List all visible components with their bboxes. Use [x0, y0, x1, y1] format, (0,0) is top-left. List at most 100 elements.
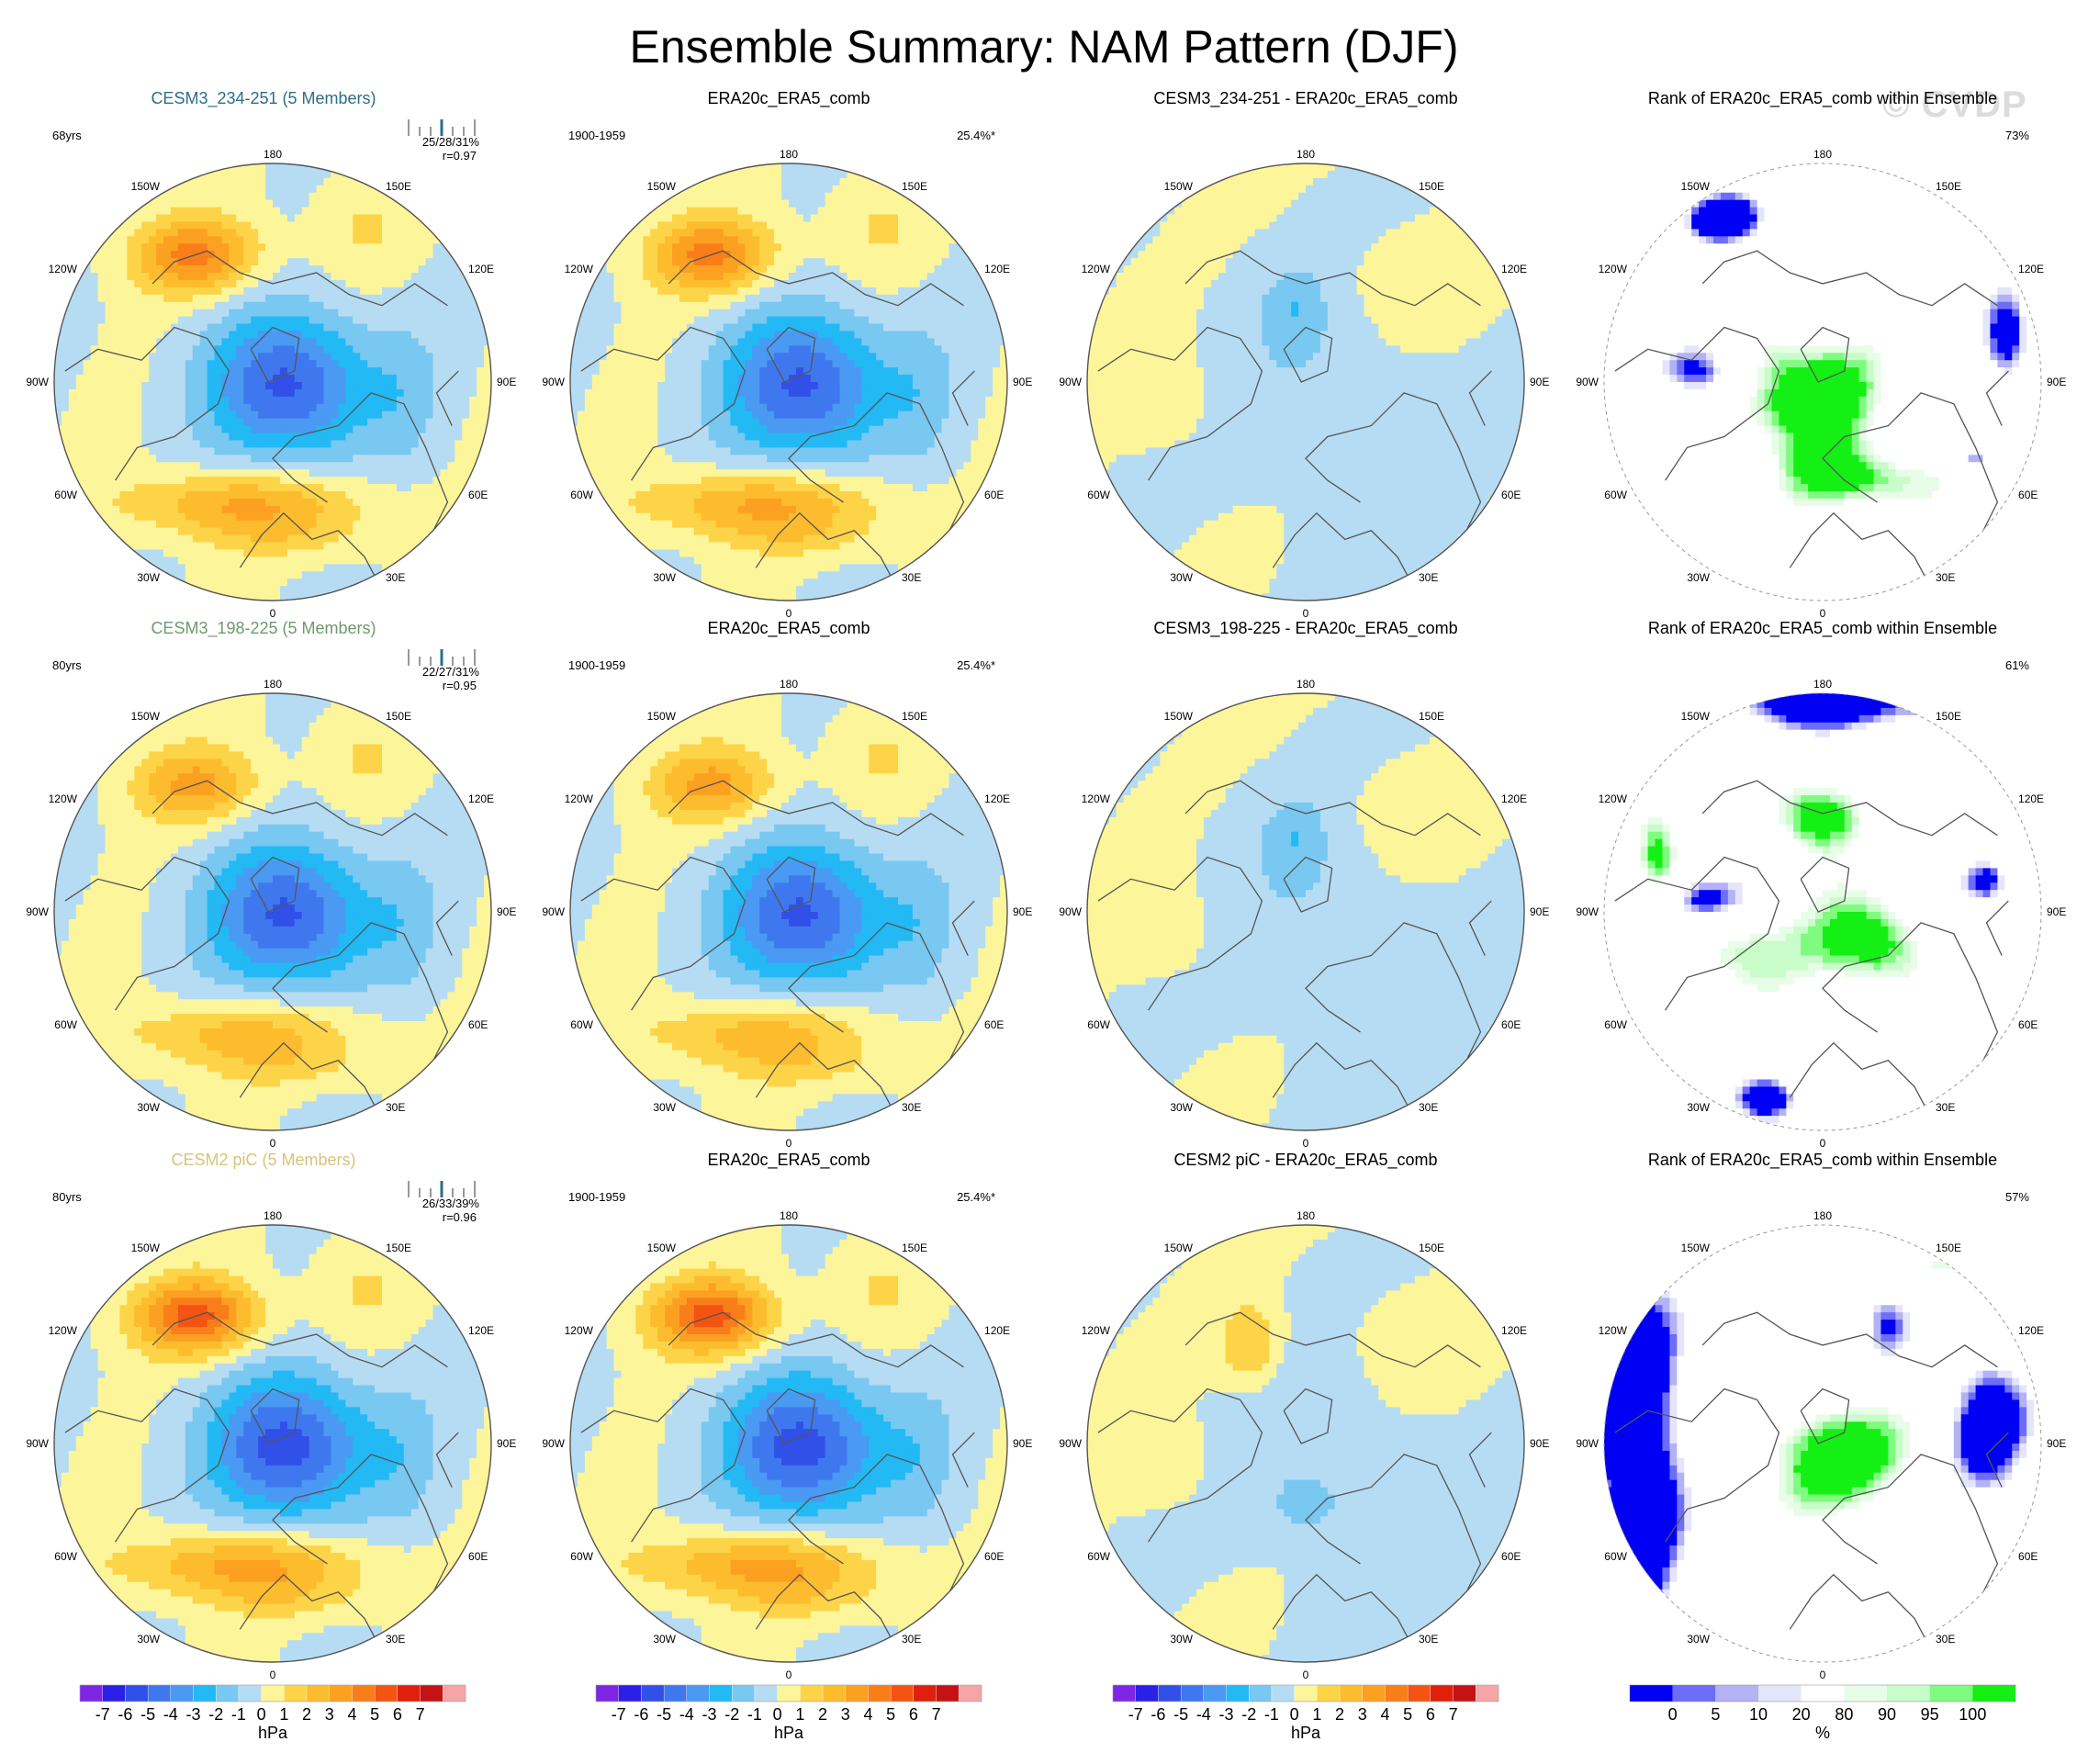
rank-map: 180 0 90W 90E 150W 150E 120W 120E 60W 60E 30W 30E Ra… — [1576, 619, 2066, 1150]
difference-map: 180 0 90W 90E 150W 150E 120W 120E 60W 60E 30W 30E CE… — [1059, 1151, 1549, 1681]
field-cells — [570, 1225, 1007, 1662]
colorbar-swatch — [868, 1684, 892, 1702]
colorbar-swatch — [1362, 1684, 1386, 1702]
map-border — [53, 163, 492, 601]
colorbar-swatch — [709, 1684, 733, 1702]
pct-variance: 25/28/31% — [422, 135, 480, 149]
observed-pattern-map: 180 0 90W 90E 150W 150E 120W 120E 60W 60E 30W 30E ER… — [542, 89, 1032, 620]
colorbar-swatch — [913, 1684, 937, 1702]
lon-label-90w: 90W — [1059, 905, 1082, 918]
colorbar-swatch — [125, 1684, 149, 1702]
colorbar-tick-label: -4 — [163, 1705, 178, 1724]
lon-label-120w: 120W — [1082, 263, 1111, 275]
lon-label-30e: 30E — [1419, 1633, 1438, 1646]
colorbar-swatch — [1339, 1684, 1363, 1702]
field-cells — [1087, 163, 1524, 601]
colorbar-swatch — [1430, 1684, 1454, 1702]
lon-label-120e: 120E — [1501, 263, 1527, 275]
lon-label-30e: 30E — [1936, 1101, 1955, 1114]
lon-label-90w: 90W — [1576, 905, 1599, 918]
lon-label-120e: 120E — [2018, 792, 2044, 805]
colorbar-swatch — [79, 1684, 103, 1702]
map-border — [569, 1224, 1008, 1663]
field-cells — [1604, 163, 2041, 601]
colorbar-swatch — [102, 1684, 126, 1702]
coastline — [1097, 780, 1492, 1120]
lon-label-90w: 90W — [542, 376, 565, 388]
colorbar-swatch — [1929, 1685, 1973, 1702]
lon-label-30e: 30E — [1936, 1633, 1955, 1646]
colorbar-swatch — [352, 1684, 376, 1702]
lon-label-120w: 120W — [1082, 792, 1111, 805]
lon-label-150e: 150E — [1419, 180, 1444, 193]
lon-label-120w: 120W — [565, 263, 594, 275]
colorbar-tick-label: 0 — [773, 1705, 782, 1724]
lon-label-60w: 60W — [570, 1018, 593, 1031]
obs-pct-variance: 25.4%* — [957, 129, 995, 142]
lon-label-180: 180 — [780, 678, 798, 691]
lon-label-30e: 30E — [1419, 571, 1438, 584]
obs-title: ERA20c_ERA5_comb — [707, 89, 870, 108]
lon-label-90e: 90E — [2047, 376, 2066, 388]
lon-label-30w: 30W — [653, 1633, 676, 1646]
colorbar-swatch — [397, 1684, 421, 1702]
lon-label-150w: 150W — [1164, 1242, 1194, 1254]
lon-label-150e: 150E — [902, 180, 927, 193]
colorbar-tick-label: 7 — [416, 1705, 425, 1724]
rank-area-pct: 73% — [2005, 129, 2029, 142]
colorbar-tick-label: -6 — [1151, 1705, 1165, 1724]
lon-label-60w: 60W — [570, 489, 593, 501]
colorbar-tick-label: 0 — [1668, 1705, 1678, 1724]
colorbar-swatch — [936, 1684, 960, 1702]
colorbar-swatch — [216, 1684, 240, 1702]
lon-label-120w: 120W — [1082, 1324, 1111, 1337]
map-border — [53, 1224, 492, 1663]
colorbar-swatch — [1801, 1685, 1845, 1702]
lon-label-90w: 90W — [1059, 376, 1082, 388]
lon-label-120e: 120E — [1501, 1324, 1527, 1337]
lon-label-60w: 60W — [1604, 1550, 1627, 1563]
colorbar-tick-label: -5 — [657, 1705, 671, 1724]
lon-label-180: 180 — [264, 148, 282, 161]
lon-label-30e: 30E — [902, 1101, 921, 1114]
map-border — [53, 692, 492, 1131]
map-border — [1603, 1224, 2042, 1663]
colorbar-swatch — [891, 1684, 915, 1702]
colorbar-tick-label: 6 — [909, 1705, 918, 1724]
lon-label-120e: 120E — [1501, 792, 1527, 805]
lon-label-60e: 60E — [2018, 1550, 2037, 1563]
colorbar-swatch — [1672, 1685, 1716, 1702]
lon-label-150e: 150E — [386, 1242, 411, 1254]
colorbar-swatch — [1158, 1684, 1182, 1702]
period-label: 68yrs — [52, 129, 82, 142]
colorbar-tick-label: -1 — [231, 1705, 246, 1724]
coastline — [580, 780, 975, 1120]
lon-label-30e: 30E — [902, 571, 921, 584]
ensemble-title: CESM3_234-251 (5 Members) — [151, 89, 376, 108]
rank-title: Rank of ERA20c_ERA5_comb within Ensemble — [1648, 619, 1997, 638]
hpa-colorbar: -7 -6 -5 -4 -3 -2 -1 0 1 2 3 4 5 6 7 hPa — [1112, 1684, 1499, 1742]
field-cells — [54, 163, 491, 601]
colorbar-swatch — [641, 1684, 665, 1702]
map-border — [1603, 692, 2042, 1131]
lon-label-150w: 150W — [1164, 710, 1194, 723]
lon-label-150w: 150W — [1681, 710, 1711, 723]
colorbar-tick-label: 20 — [1792, 1705, 1811, 1724]
lon-label-90e: 90E — [497, 1437, 516, 1450]
lon-label-180: 180 — [780, 148, 798, 161]
lon-label-120w: 120W — [1599, 1324, 1628, 1337]
field-cells — [570, 163, 1007, 601]
coastline — [1097, 1311, 1492, 1652]
lon-label-60e: 60E — [468, 1018, 488, 1031]
ensemble-pattern-map: 180 0 90W 90E 150W 150E 120W 120E 60W 60E 30W 30E CE… — [26, 619, 516, 1150]
ensemble-pattern-map: 180 0 90W 90E 150W 150E 120W 120E 60W 60E 30W 30E CE… — [26, 89, 516, 620]
colorbar-tick-label: -5 — [1173, 1705, 1188, 1724]
lon-label-30w: 30W — [1170, 1101, 1193, 1114]
lon-label-120w: 120W — [49, 263, 78, 275]
colorbar-swatch — [1715, 1685, 1758, 1702]
lon-label-90w: 90W — [542, 1437, 565, 1450]
rank-map: 180 0 90W 90E 150W 150E 120W 120E 60W 60E 30W 30E Ra… — [1576, 1151, 2066, 1681]
lon-label-180: 180 — [264, 678, 282, 691]
map-border — [1086, 163, 1525, 601]
lon-label-120e: 120E — [468, 792, 494, 805]
